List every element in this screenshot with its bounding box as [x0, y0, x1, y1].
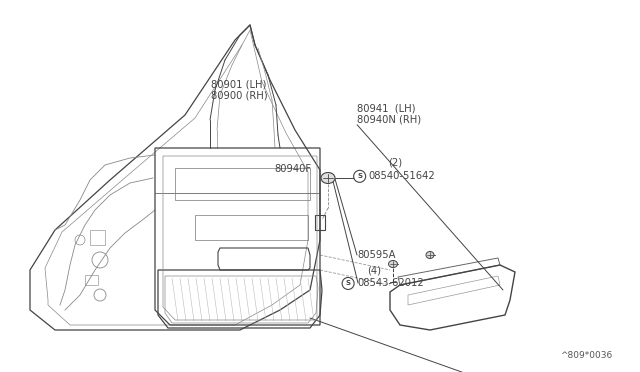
Text: 80940N (RH): 80940N (RH): [357, 115, 421, 125]
Text: S: S: [357, 173, 362, 179]
Text: (4): (4): [367, 265, 381, 275]
Text: 80940F: 80940F: [274, 164, 311, 174]
Circle shape: [354, 170, 365, 182]
Text: 80900 (RH): 80900 (RH): [211, 91, 268, 101]
Text: 80901 (LH): 80901 (LH): [211, 80, 267, 90]
Text: 80941  (LH): 80941 (LH): [357, 104, 415, 113]
Text: 08540-51642: 08540-51642: [369, 171, 435, 181]
Ellipse shape: [321, 173, 335, 183]
Text: (2): (2): [388, 158, 402, 168]
Circle shape: [342, 278, 354, 289]
Text: 80595A: 80595A: [357, 250, 396, 260]
Text: S: S: [346, 280, 351, 286]
Text: ^809*0036: ^809*0036: [560, 350, 612, 359]
Text: 08543-62012: 08543-62012: [357, 279, 424, 288]
Ellipse shape: [426, 251, 434, 259]
Ellipse shape: [388, 260, 397, 267]
